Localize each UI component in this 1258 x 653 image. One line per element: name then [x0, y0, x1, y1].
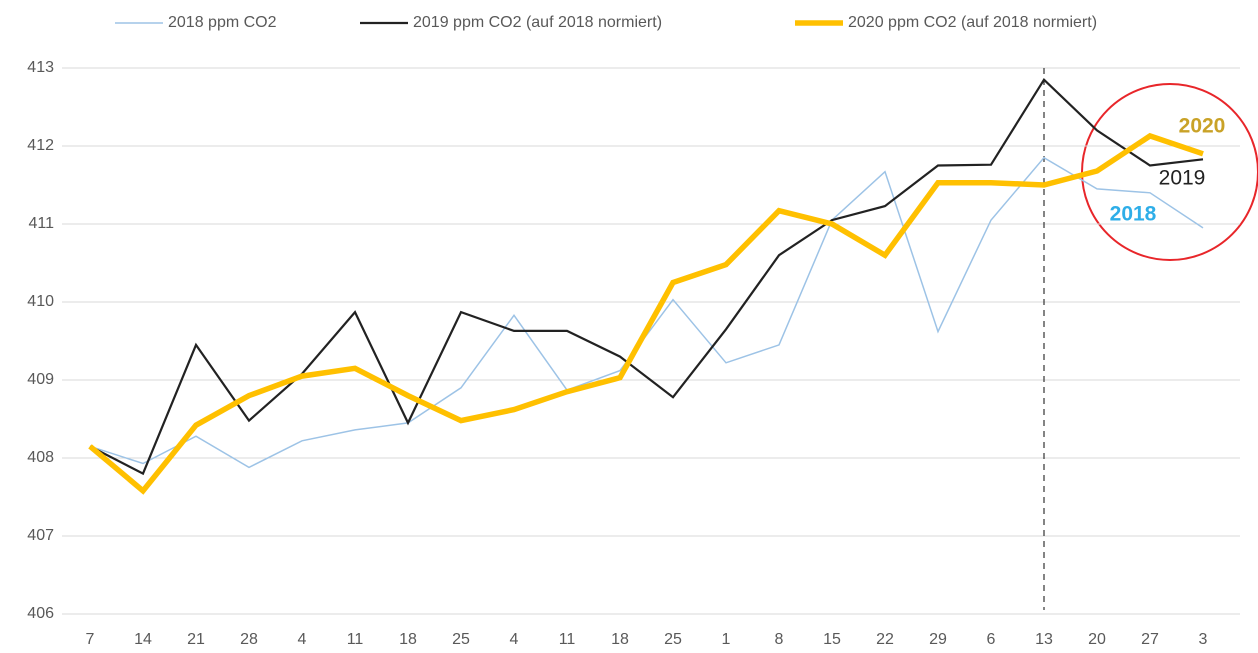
- y-tick-label: 413: [27, 59, 54, 76]
- y-tick-label: 408: [27, 449, 54, 466]
- x-tick-label: 20: [1088, 631, 1106, 648]
- annotation: 2019: [1159, 167, 1206, 190]
- x-tick-label: 11: [347, 631, 364, 648]
- x-tick-label: 14: [134, 631, 152, 648]
- x-tick-label: 4: [298, 631, 307, 648]
- series-line: [89, 156, 1204, 469]
- x-tick-label: 6: [987, 631, 996, 648]
- x-tick-label: 27: [1141, 631, 1159, 648]
- y-tick-label: 409: [27, 371, 54, 388]
- x-tick-label: 1: [722, 631, 731, 648]
- x-tick-label: 4: [510, 631, 519, 648]
- legend-label: 2019 ppm CO2 (auf 2018 normiert): [413, 14, 662, 31]
- x-tick-label: 7: [86, 631, 95, 648]
- y-tick-label: 412: [27, 137, 54, 154]
- y-tick-label: 411: [28, 215, 54, 232]
- x-tick-label: 11: [559, 631, 576, 648]
- x-tick-label: 22: [876, 631, 894, 648]
- x-tick-label: 8: [775, 631, 784, 648]
- series-line: [88, 132, 1204, 495]
- y-tick-label: 407: [27, 527, 54, 544]
- x-tick-label: 13: [1035, 631, 1053, 648]
- y-tick-label: 406: [27, 605, 54, 622]
- x-tick-label: 15: [823, 631, 841, 648]
- x-tick-label: 21: [187, 631, 205, 648]
- legend-label: 2018 ppm CO2: [168, 14, 277, 31]
- x-tick-label: 25: [664, 631, 682, 648]
- annotation: 2020: [1179, 115, 1226, 138]
- annotation: 2018: [1110, 203, 1157, 226]
- series-line: [89, 77, 1204, 476]
- highlight-circle: [1081, 83, 1258, 261]
- x-tick-label: 28: [240, 631, 258, 648]
- legend-label: 2020 ppm CO2 (auf 2018 normiert): [848, 14, 1097, 31]
- x-tick-label: 18: [611, 631, 629, 648]
- x-tick-label: 29: [929, 631, 947, 648]
- x-tick-label: 25: [452, 631, 470, 648]
- x-tick-label: 3: [1199, 631, 1208, 648]
- x-tick-label: 18: [399, 631, 417, 648]
- y-tick-label: 410: [27, 293, 54, 310]
